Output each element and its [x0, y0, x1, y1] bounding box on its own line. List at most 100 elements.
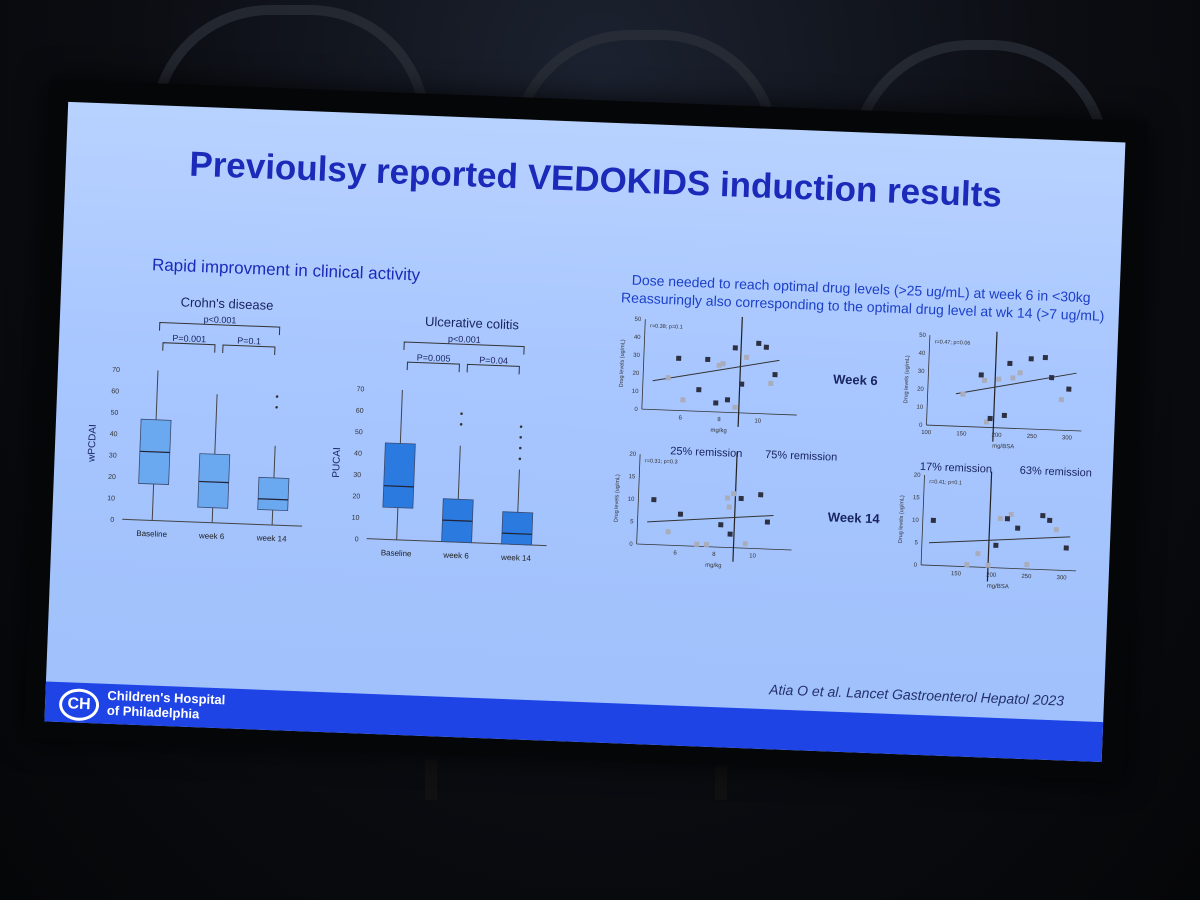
y-tick-label: 20	[629, 452, 637, 458]
x-tick-label: 250	[1027, 434, 1038, 440]
fit-line	[652, 359, 780, 382]
y-tick-label: 20	[914, 473, 922, 479]
data-point-light	[768, 380, 774, 387]
y-tick-label: 15	[913, 495, 921, 501]
whisker-upper	[155, 370, 159, 420]
median-line	[442, 519, 473, 522]
box	[257, 476, 290, 512]
week14-label: Week 14	[827, 509, 880, 527]
x-axis-label: mg/kg	[705, 563, 722, 570]
data-point-light	[1017, 370, 1023, 376]
data-point-light	[985, 562, 991, 568]
x-tick-label: 300	[1062, 435, 1073, 441]
data-point-light	[1008, 511, 1014, 517]
data-point-dark	[1049, 375, 1055, 381]
outlier-point	[519, 436, 522, 439]
data-point-dark	[763, 344, 769, 350]
data-point-light	[1010, 375, 1016, 381]
data-point-light	[742, 541, 748, 547]
slide: Previoulsy reported VEDOKIDS induction r…	[44, 101, 1126, 763]
x-tick-label: 10	[749, 553, 757, 559]
data-point-light	[1058, 397, 1064, 403]
box	[197, 453, 231, 509]
significance-bracket	[403, 341, 525, 355]
data-point-dark	[1001, 412, 1007, 419]
outlier-point	[518, 457, 522, 461]
whisker-upper	[457, 445, 461, 500]
y-tick-label: 10	[628, 497, 636, 503]
x-tick-label: 300	[1056, 575, 1067, 581]
whisker-upper	[214, 394, 218, 455]
data-point-light	[964, 561, 970, 568]
y-tick-label: 20	[352, 493, 360, 500]
data-point-dark	[732, 345, 738, 351]
y-axis-label: PUCAI	[331, 447, 343, 478]
y-tick-label: 50	[355, 429, 363, 436]
scatter-week6-mgbsa: 0 10 20 30 40 50 100 150 200 250 300 mg/BSA Drug lev…	[903, 331, 1082, 450]
crohns-boxplot: wPCDAI 0 10 20 30 40 50 60 70 Baseline week 6 week …	[86, 314, 303, 544]
data-point-dark	[993, 542, 999, 548]
significance-bracket	[466, 363, 520, 375]
y-tick-label: 50	[919, 333, 927, 339]
fit-line	[647, 515, 774, 523]
y-tick-label: 0	[110, 517, 114, 524]
y-tick-label: 0	[629, 542, 633, 548]
data-point-light	[996, 376, 1002, 382]
y-axis	[636, 454, 641, 545]
y-axis-label: Drug levels (ug/mL)	[903, 355, 911, 403]
whisker-upper	[273, 445, 276, 478]
significance-label: P=0.001	[172, 333, 206, 344]
y-tick-label: 30	[918, 369, 926, 375]
x-axis-label: mg/kg	[710, 428, 727, 435]
scatter-week14-mgbsa: 0 5 10 15 20 150 200 250 300 mg/BSA Drug levels (u…	[898, 471, 1076, 591]
x-tick-label: Baseline	[381, 548, 413, 558]
y-tick-label: 20	[632, 371, 640, 377]
box	[501, 511, 534, 546]
y-tick-label: 30	[109, 452, 117, 459]
y-tick-label: 40	[918, 351, 926, 357]
significance-bracket	[222, 344, 276, 356]
median-line	[198, 480, 229, 484]
uc-boxplot: PUCAI 0 10 20 30 40 50 60 70 Baseline week 6 week 1…	[331, 334, 547, 563]
crohns-title: Crohn's disease	[180, 294, 274, 313]
x-axis-label: mg/BSA	[987, 584, 1009, 591]
x-tick-label: 200	[991, 433, 1002, 439]
data-point-light	[716, 362, 722, 368]
y-axis-label: Drug levels (ug/mL)	[613, 474, 621, 522]
x-tick-label: week 14	[256, 533, 288, 543]
whisker-lower	[271, 510, 274, 526]
data-point-light	[1053, 527, 1059, 533]
data-point-light	[960, 391, 966, 397]
data-point-dark	[978, 372, 984, 378]
median-line	[383, 485, 414, 488]
y-tick-label: 20	[108, 474, 116, 481]
x-tick-label: 6	[678, 416, 682, 422]
data-point-dark	[677, 511, 684, 517]
y-tick-label: 30	[633, 353, 641, 359]
correlation-annotation: r=0.38; p=0.1	[650, 323, 683, 330]
significance-bracket	[159, 322, 281, 336]
y-tick-label: 10	[916, 405, 924, 411]
x-axis	[921, 564, 1076, 572]
scatter-week14-mgkg: 0 5 10 15 20 6 8 10 mg/kg Drug levels (ug/mL) r=0.…	[613, 452, 792, 570]
data-point-light	[726, 504, 732, 510]
y-tick-label: 50	[634, 317, 642, 323]
x-axis	[641, 408, 797, 416]
data-point-light	[744, 354, 750, 360]
data-point-dark	[724, 397, 731, 403]
data-point-dark	[1015, 525, 1021, 531]
y-tick-label: 20	[917, 387, 925, 393]
x-tick-label: week 6	[442, 551, 469, 561]
outlier-point	[459, 423, 463, 426]
x-tick-label: 250	[1021, 574, 1032, 580]
y-tick-label: 50	[110, 410, 118, 417]
presentation-monitor: Previoulsy reported VEDOKIDS induction r…	[23, 79, 1149, 781]
y-tick-label: 5	[914, 540, 918, 546]
fit-line	[955, 372, 1077, 395]
data-point-dark	[696, 387, 702, 393]
citation: Atia O et al. Lancet Gastroenterol Hepat…	[768, 681, 1065, 709]
data-point-dark	[1047, 517, 1053, 523]
correlation-annotation: r=0.47; p=0.06	[935, 339, 971, 346]
y-tick-label: 10	[107, 495, 115, 502]
data-point-light	[1024, 561, 1030, 568]
